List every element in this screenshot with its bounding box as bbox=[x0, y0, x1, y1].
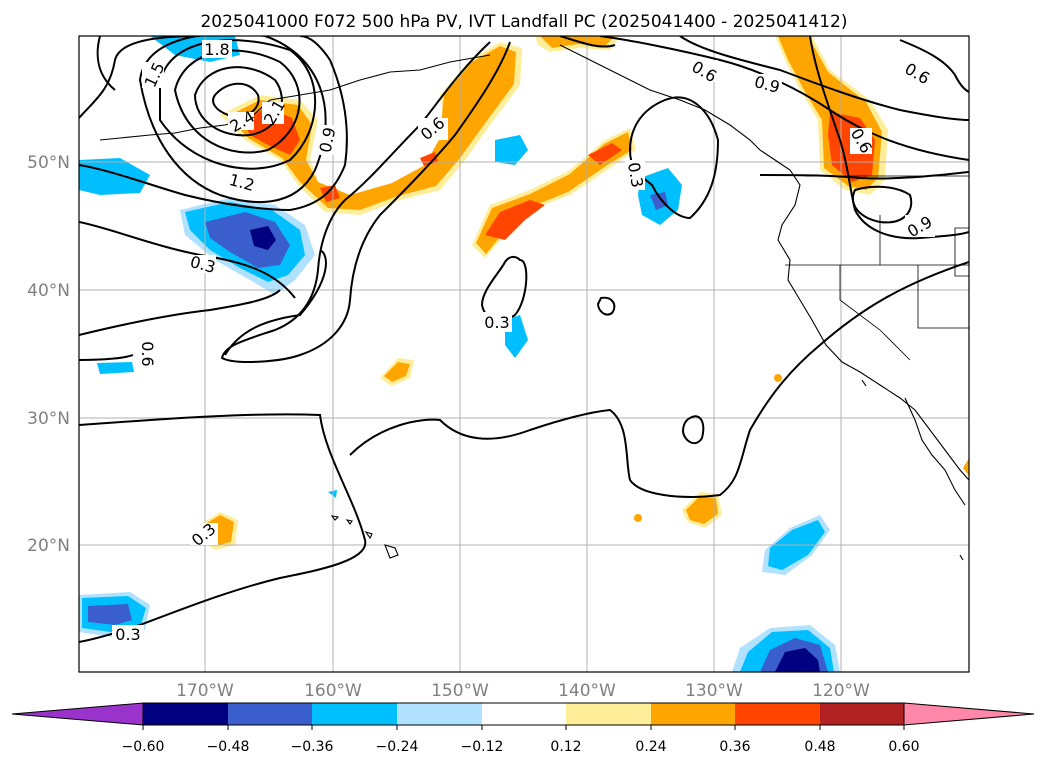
colorbar-tick-label: 0.60 bbox=[888, 739, 919, 755]
contour-label: 0.9 bbox=[316, 125, 340, 154]
pos-anomaly-dot bbox=[634, 514, 642, 522]
colorbar: −0.60 −0.48 −0.36 −0.24 −0.12 0.12 0.24 … bbox=[11, 702, 1035, 755]
contour-label: 0.3 bbox=[484, 313, 509, 332]
neg-anomaly-region bbox=[97, 362, 134, 374]
colorbar-tick-label: −0.24 bbox=[376, 739, 419, 755]
colorbar-segment bbox=[651, 703, 735, 725]
lon-label: 150°W bbox=[431, 681, 489, 701]
coastlines bbox=[99, 44, 969, 561]
contour-label: 0.3 bbox=[115, 625, 140, 644]
neg-anomaly-core bbox=[775, 648, 820, 672]
lon-label: 130°W bbox=[685, 681, 743, 701]
lat-label: 40°N bbox=[27, 281, 70, 301]
colorbar-tick-label: 0.24 bbox=[635, 739, 666, 755]
colorbar-segment bbox=[228, 703, 312, 725]
neg-anomaly-region bbox=[650, 192, 668, 210]
contour-label: 0.3 bbox=[624, 161, 647, 189]
pos-anomaly-region bbox=[485, 200, 545, 240]
pos-anomaly-region bbox=[963, 458, 969, 476]
colorbar-tick-label: 0.36 bbox=[719, 739, 750, 755]
contour-label: 0.6 bbox=[138, 341, 157, 366]
lon-label: 170°W bbox=[176, 681, 234, 701]
colorbar-tick-label: −0.12 bbox=[461, 739, 504, 755]
lat-label: 30°N bbox=[27, 409, 70, 429]
colorbar-tick-label: −0.36 bbox=[291, 739, 334, 755]
neg-anomaly-region bbox=[205, 212, 290, 268]
colorbar-extend-high bbox=[903, 702, 1035, 726]
contour-labels: 1.8 1.5 2.4 2.1 0.9 1.2 0.3 0.6 0.6 0.3 … bbox=[112, 40, 936, 644]
lon-label: 160°W bbox=[304, 681, 362, 701]
contour-label: 1.8 bbox=[204, 40, 229, 59]
latitude-labels: 50°N 40°N 30°N 20°N bbox=[27, 153, 70, 556]
colorbar-segment bbox=[566, 703, 651, 725]
neg-anomaly-region bbox=[495, 135, 528, 165]
pos-anomaly-region bbox=[686, 496, 718, 524]
colorbar-segment bbox=[143, 703, 228, 725]
neg-anomaly-core bbox=[250, 226, 276, 250]
lat-label: 20°N bbox=[27, 536, 70, 556]
lat-label: 50°N bbox=[27, 153, 70, 173]
pos-anomaly-region bbox=[240, 108, 300, 155]
map-panel: 1.8 1.5 2.4 2.1 0.9 1.2 0.3 0.6 0.6 0.3 … bbox=[79, 36, 969, 672]
colorbar-tick-label: 0.12 bbox=[550, 739, 581, 755]
colorbar-frame bbox=[142, 702, 905, 726]
pv-contours bbox=[79, 36, 969, 643]
map-frame bbox=[78, 35, 970, 673]
colorbar-tick-label: −0.60 bbox=[122, 739, 165, 755]
longitude-labels: 170°W 160°W 150°W 140°W 130°W 120°W bbox=[176, 681, 870, 701]
pos-anomaly-region bbox=[588, 143, 622, 165]
colorbar-extend-low bbox=[11, 702, 144, 726]
colorbar-segment bbox=[820, 703, 904, 725]
colorbar-segment bbox=[735, 703, 820, 725]
pos-anomaly-region bbox=[320, 185, 340, 202]
lon-label: 140°W bbox=[558, 681, 616, 701]
pos-anomaly-dot bbox=[774, 374, 782, 382]
colorbar-segment bbox=[312, 703, 397, 725]
pos-anomaly-region bbox=[384, 362, 410, 382]
lon-label: 120°W bbox=[812, 681, 870, 701]
pos-anomaly-region bbox=[228, 46, 516, 210]
neg-anomaly-region bbox=[79, 158, 150, 195]
figure-title: 2025041000 F072 500 hPa PV, IVT Landfall… bbox=[200, 12, 847, 32]
graticule bbox=[79, 36, 969, 672]
colorbar-segment bbox=[482, 703, 566, 725]
neg-anomaly-region bbox=[88, 604, 132, 625]
colorbar-tick-label: 0.48 bbox=[804, 739, 835, 755]
colorbar-tick-label: −0.48 bbox=[207, 739, 250, 755]
colorbar-segment bbox=[397, 703, 482, 725]
